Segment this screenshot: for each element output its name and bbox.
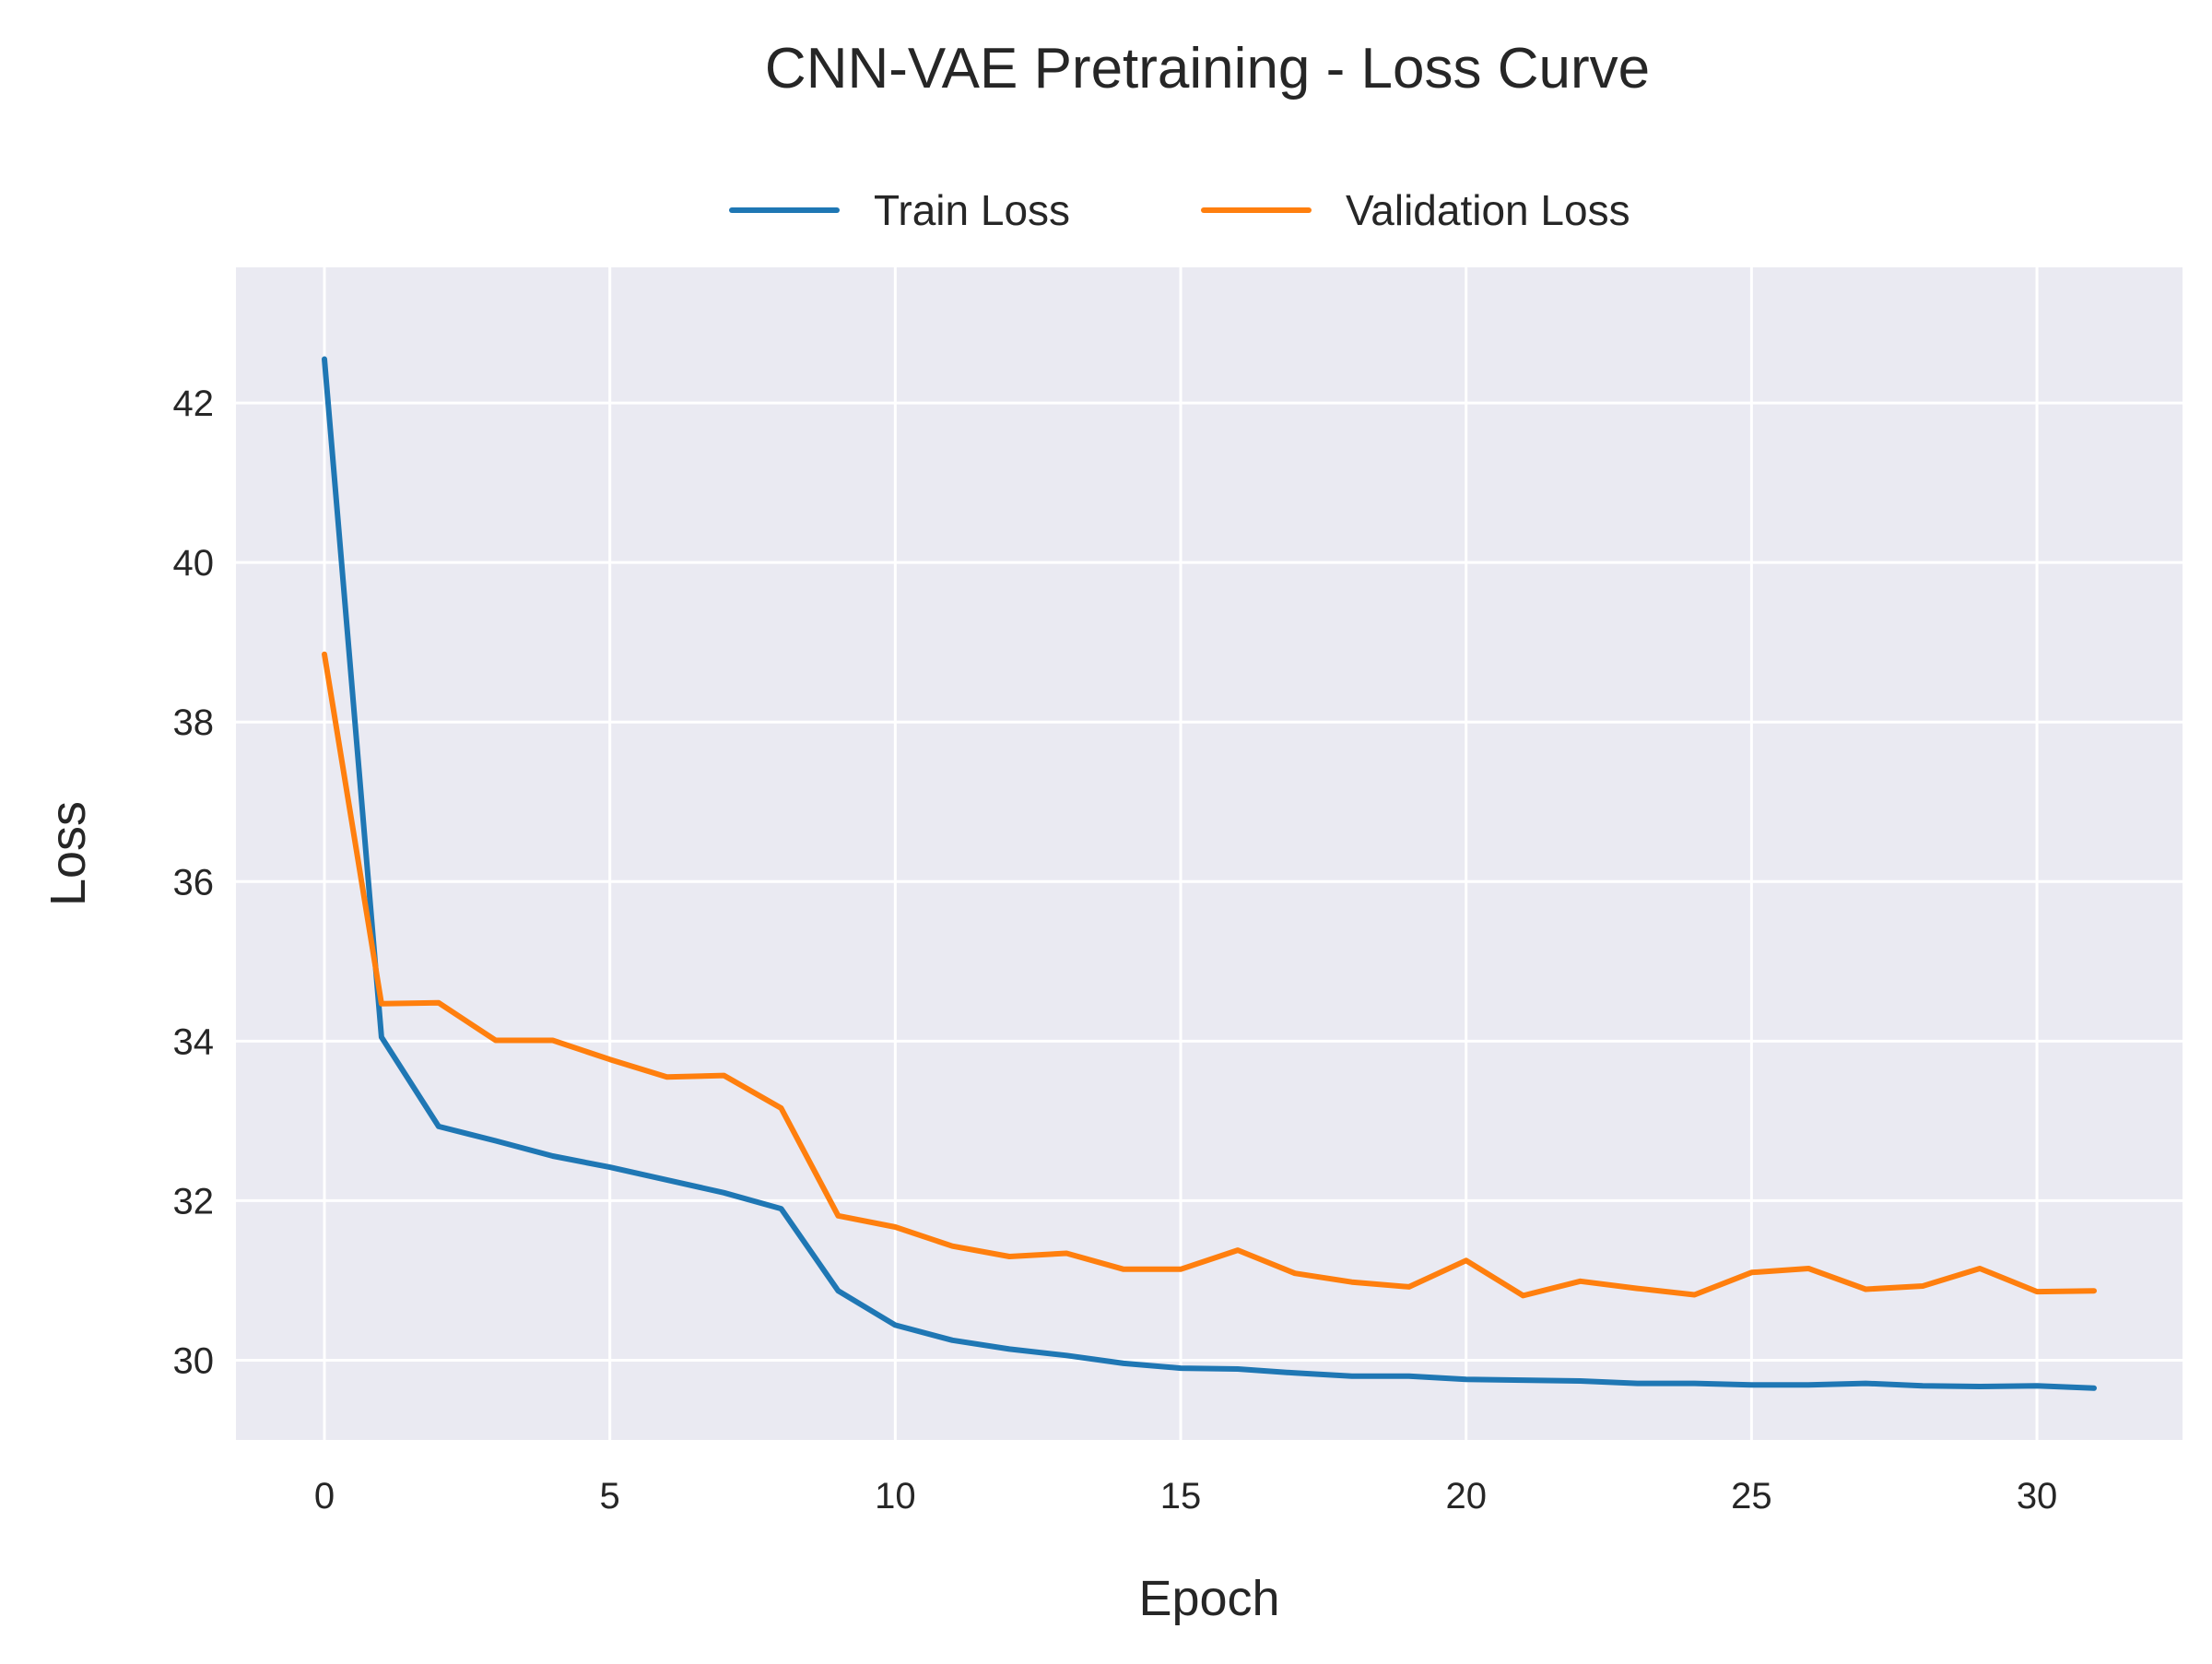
- x-axis-label: Epoch: [1138, 1571, 1279, 1626]
- y-tick-labels: 30 32 34 36 38 40 42: [173, 384, 215, 1381]
- y-tick-label: 32: [173, 1181, 215, 1221]
- legend-item-train-loss: Train Loss: [729, 186, 1070, 234]
- x-tick-label: 15: [1160, 1476, 1202, 1516]
- y-tick-label: 42: [173, 384, 215, 424]
- chart-legend: Train Loss Validation Loss: [729, 186, 1630, 234]
- series-line-train-loss: [322, 356, 2097, 1391]
- x-tick-label: 10: [875, 1476, 916, 1516]
- series-line-validation-loss: [322, 651, 2097, 1299]
- series-layer: [322, 356, 2097, 1391]
- legend-label: Validation Loss: [1346, 186, 1630, 234]
- plot-area: [236, 267, 2183, 1440]
- y-tick-label: 40: [173, 543, 215, 584]
- x-tick-label: 0: [314, 1476, 335, 1516]
- y-tick-label: 34: [173, 1021, 215, 1062]
- legend-label: Train Loss: [874, 186, 1070, 234]
- y-tick-label: 30: [173, 1340, 215, 1381]
- x-tick-label: 20: [1445, 1476, 1487, 1516]
- x-tick-label: 25: [1731, 1476, 1772, 1516]
- y-axis-label: Loss: [41, 801, 96, 906]
- legend-item-validation-loss: Validation Loss: [1201, 186, 1630, 234]
- x-tick-label: 30: [2017, 1476, 2058, 1516]
- x-gridlines: [323, 267, 2039, 1440]
- chart-title: CNN-VAE Pretraining - Loss Curve: [765, 37, 1650, 100]
- y-tick-label: 36: [173, 862, 215, 903]
- y-tick-label: 38: [173, 702, 215, 743]
- x-tick-label: 5: [600, 1476, 620, 1516]
- x-tick-labels: 0 5 10 15 20 25 30: [314, 1476, 2057, 1516]
